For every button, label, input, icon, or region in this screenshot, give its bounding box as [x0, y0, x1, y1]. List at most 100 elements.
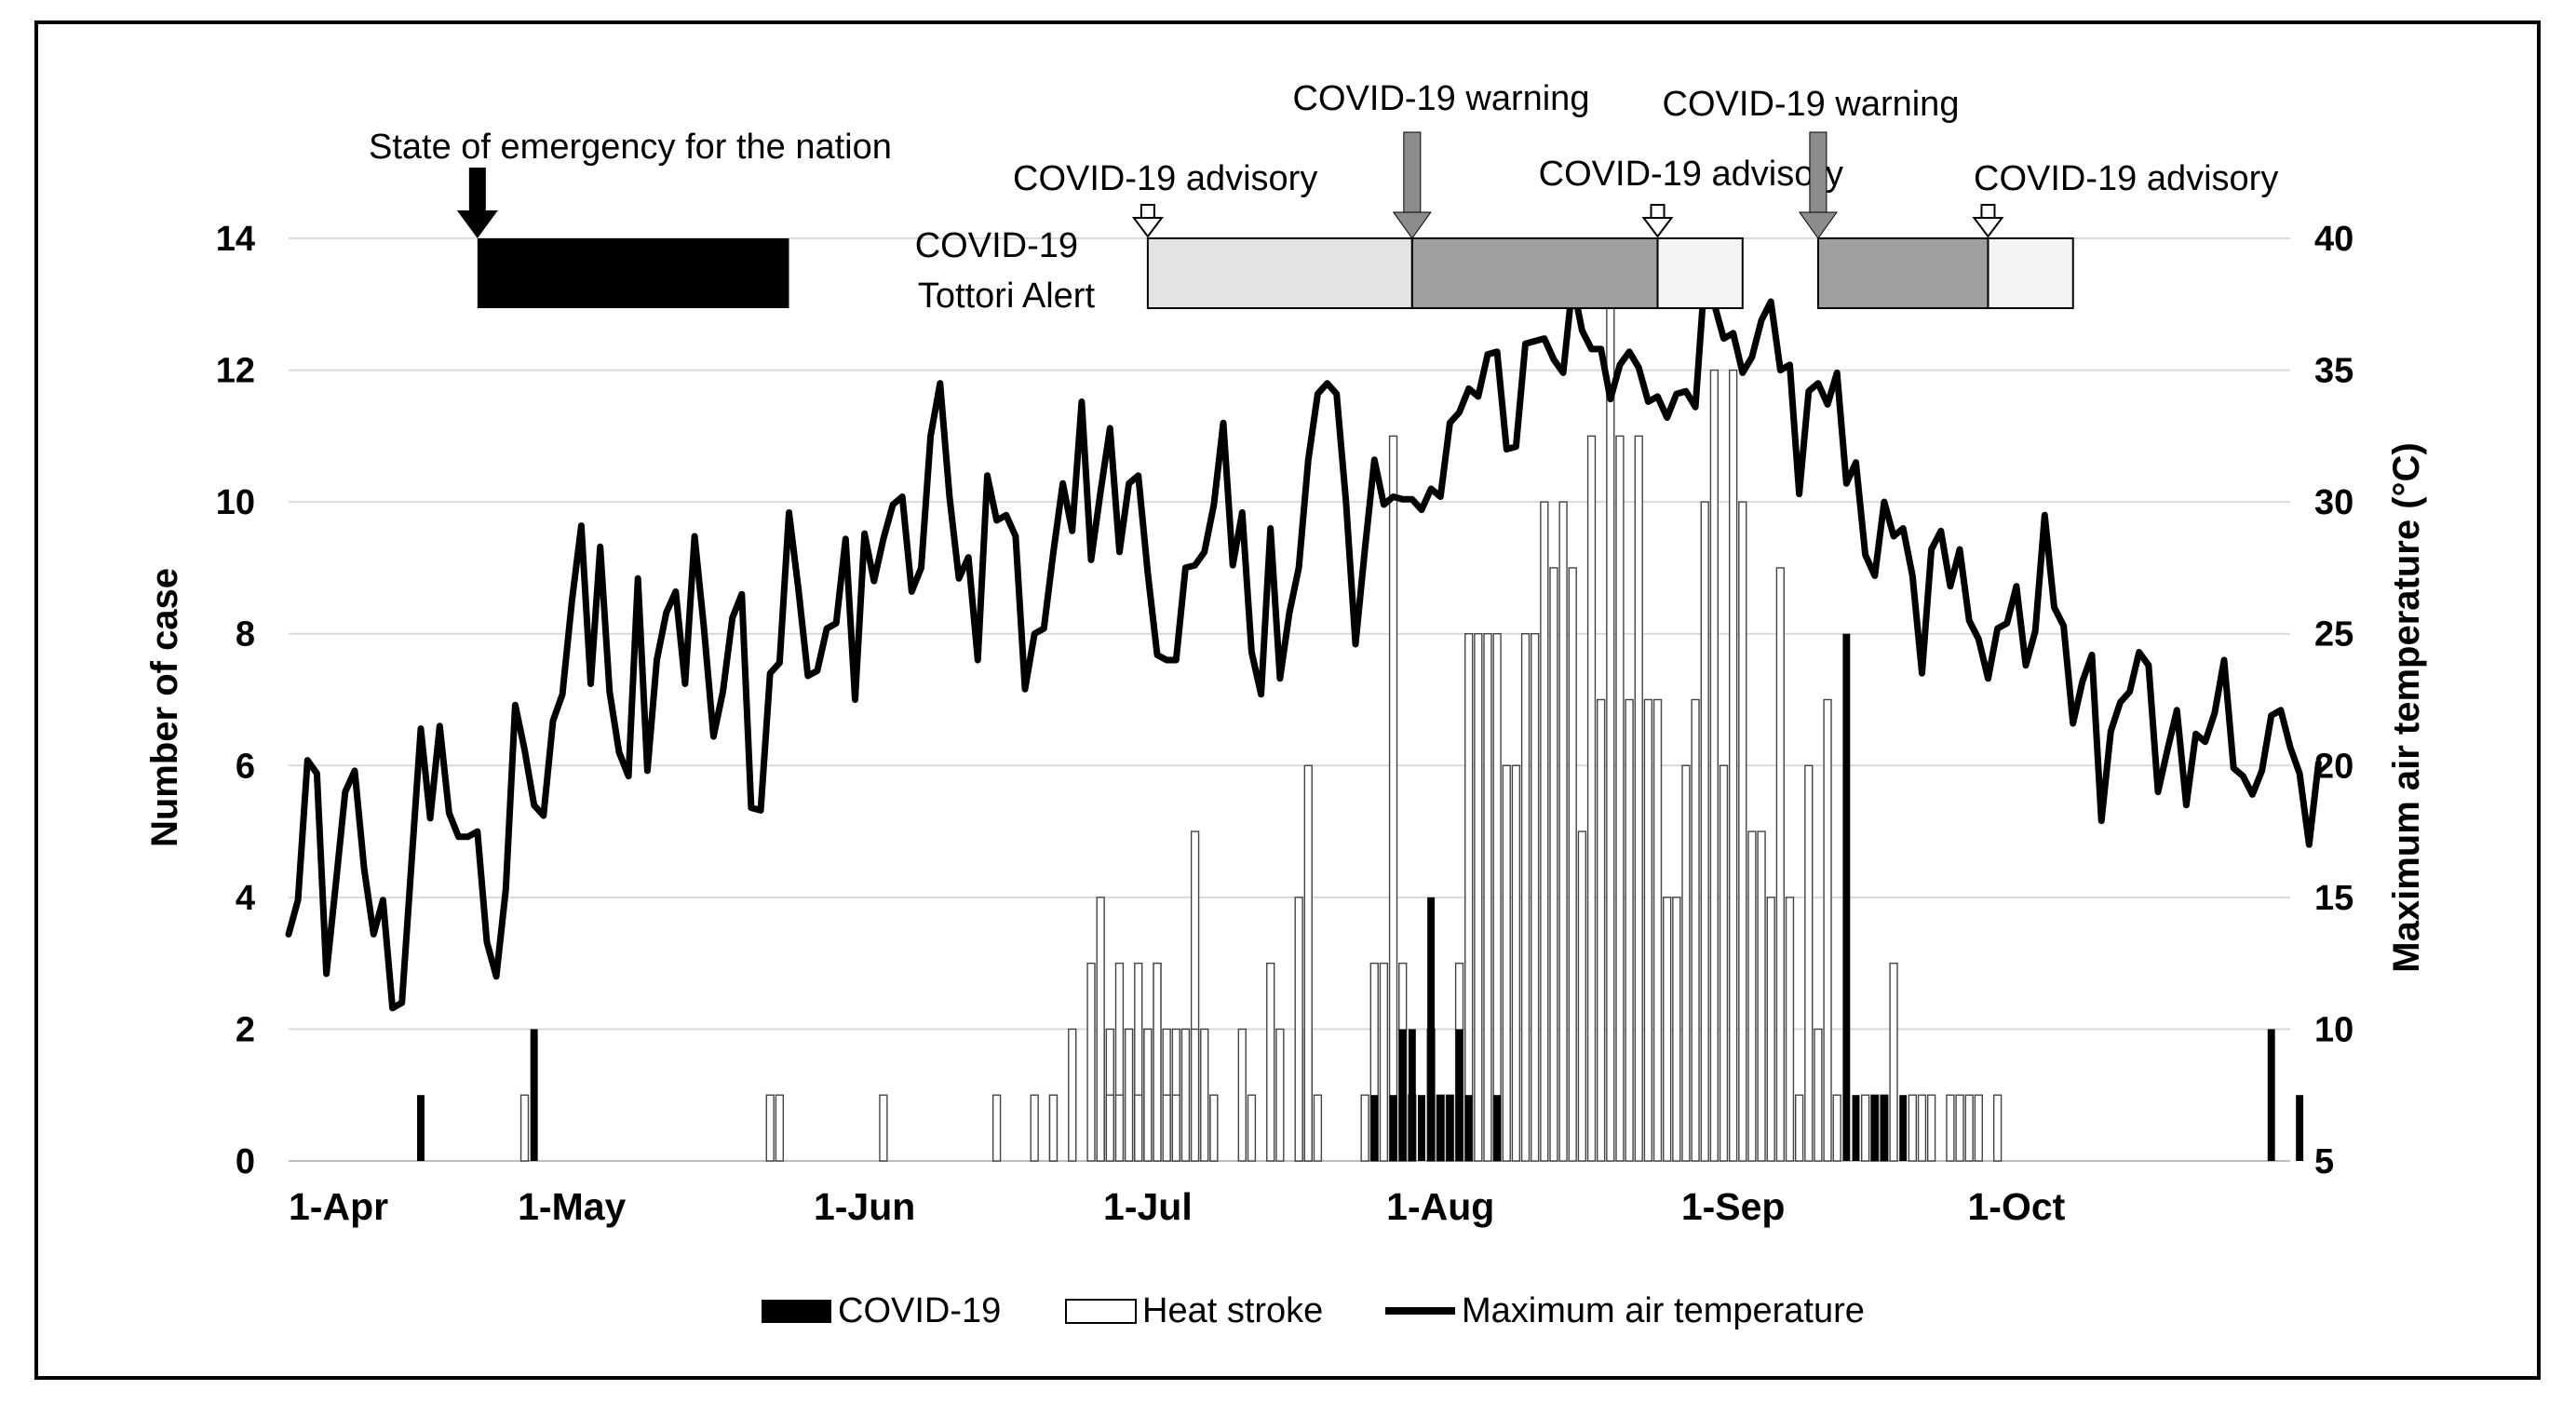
bar-covid	[1389, 1095, 1397, 1161]
bar-heatstroke	[1247, 1094, 1257, 1162]
bar-heatstroke	[519, 1094, 530, 1162]
advisory-arrow-shaft	[1980, 204, 1996, 219]
bar-heatstroke	[1520, 633, 1531, 1162]
y-tick-label: 4	[236, 879, 255, 918]
bar-heatstroke	[1974, 1094, 1983, 1162]
bar-covid	[2296, 1095, 2304, 1161]
bar-heatstroke	[1700, 501, 1709, 1162]
legend-swatch-heatstroke	[1065, 1299, 1137, 1324]
bar-covid	[1427, 897, 1436, 1161]
bar-heatstroke	[1464, 633, 1474, 1162]
x-tick-label: 1-Apr	[289, 1185, 388, 1228]
bar-heatstroke	[1652, 698, 1663, 1162]
bar-heatstroke	[1672, 897, 1681, 1162]
bar-heatstroke	[1643, 698, 1653, 1162]
y-tick-label: 12	[216, 352, 255, 391]
bar-heatstroke	[1068, 1028, 1077, 1162]
bar-heatstroke	[1294, 897, 1303, 1162]
y-axis-title: Number of case	[144, 568, 185, 847]
bar-heatstroke	[1832, 1094, 1841, 1162]
bar-heatstroke	[1691, 698, 1700, 1162]
y2-tick-label: 30	[2314, 483, 2353, 522]
x-tick-label: 1-Aug	[1386, 1185, 1494, 1228]
bar-covid	[1880, 1095, 1888, 1161]
y-tick-label: 6	[236, 747, 255, 786]
advisory-arrow-shaft	[1140, 204, 1155, 219]
y-tick-label: 0	[236, 1142, 255, 1181]
emergency-arrow-head	[456, 210, 498, 238]
advisory-arrow-head	[1972, 217, 2004, 238]
alert-period-label: COVID-19 warning	[1293, 79, 1590, 118]
advisory-arrow-head	[1131, 217, 1164, 238]
bar-covid	[2267, 1029, 2275, 1161]
bar-heatstroke	[1738, 501, 1747, 1162]
bar-covid	[1842, 633, 1851, 1161]
legend-swatch-covid	[762, 1300, 831, 1323]
bar-heatstroke	[1615, 435, 1625, 1162]
y2-tick-label: 40	[2314, 220, 2353, 259]
temperature-line	[285, 272, 2322, 1012]
bar-heatstroke	[1889, 962, 1898, 1162]
bar-heatstroke	[1531, 633, 1540, 1162]
advisory-arrow-shaft	[1650, 204, 1666, 219]
bar-heatstroke	[1728, 369, 1738, 1162]
bar-covid	[1418, 1095, 1425, 1161]
bar-heatstroke	[1209, 1094, 1219, 1162]
emergency-label: State of emergency for the nation	[369, 128, 892, 167]
bar-heatstroke	[1379, 962, 1389, 1162]
bar-heatstroke	[1096, 897, 1105, 1162]
bar-covid	[1370, 1095, 1379, 1161]
emergency-period-box	[477, 238, 789, 308]
y2-tick-label: 10	[2314, 1010, 2353, 1049]
bar-heatstroke	[1502, 764, 1511, 1162]
alert-period-label: COVID-19 warning	[1663, 85, 1960, 124]
bar-covid	[1446, 1095, 1454, 1161]
bar-heatstroke	[1124, 1028, 1134, 1162]
bar-heatstroke	[1964, 1094, 1974, 1162]
bar-heatstroke	[1597, 698, 1606, 1162]
temperature-line-series	[285, 272, 2322, 1012]
bar-heatstroke	[1483, 633, 1492, 1162]
y2-tick-label: 35	[2314, 352, 2353, 391]
bar-heatstroke	[1153, 962, 1162, 1162]
bar-covid	[1493, 1095, 1502, 1161]
alert-period-box	[1987, 237, 2074, 309]
warning-arrow-shaft	[1809, 131, 1827, 215]
bar-heatstroke	[1908, 1094, 1917, 1162]
advisory-arrow-head	[1641, 217, 1674, 238]
axes: Number of case Maximum air temperature (…	[144, 220, 2427, 1228]
bar-heatstroke	[1474, 633, 1483, 1162]
bar-heatstroke	[1766, 897, 1775, 1162]
y-tick-label: 2	[236, 1010, 255, 1049]
bar-covid	[1398, 1029, 1407, 1161]
bar-heatstroke	[775, 1094, 785, 1162]
alert-period-box	[1410, 237, 1659, 309]
bar-series	[417, 237, 2304, 1162]
bar-heatstroke	[1586, 435, 1597, 1162]
bar-heatstroke	[1030, 1094, 1039, 1162]
bar-heatstroke	[1237, 1028, 1247, 1162]
bar-heatstroke	[1709, 369, 1720, 1162]
y2-axis-title: Maximum air temperature (°C)	[2386, 442, 2427, 972]
emergency-arrow-shaft	[468, 168, 486, 214]
y-tick-label: 10	[216, 483, 255, 522]
x-tick-label: 1-Jul	[1103, 1185, 1193, 1228]
bar-heatstroke	[1917, 1094, 1927, 1162]
bar-heatstroke	[1568, 567, 1577, 1162]
bar-heatstroke	[1955, 1094, 1964, 1162]
bar-covid	[1455, 1029, 1463, 1161]
x-tick-label: 1-Jun	[814, 1185, 915, 1228]
bar-heatstroke	[1171, 1094, 1180, 1162]
gridlines	[289, 237, 2290, 1162]
bar-heatstroke	[1946, 1094, 1955, 1162]
bar-heatstroke	[1388, 435, 1398, 1162]
warning-arrow-head	[1798, 211, 1838, 239]
bar-heatstroke	[991, 1094, 1002, 1162]
bar-heatstroke	[1577, 830, 1587, 1162]
bar-heatstroke	[1266, 962, 1275, 1162]
bar-heatstroke	[1114, 1094, 1125, 1162]
bar-heatstroke	[1860, 1094, 1870, 1162]
bar-heatstroke	[1275, 1028, 1285, 1162]
alert-period-label: COVID-19 advisory	[1013, 159, 1317, 198]
bar-covid	[1899, 1095, 1908, 1161]
